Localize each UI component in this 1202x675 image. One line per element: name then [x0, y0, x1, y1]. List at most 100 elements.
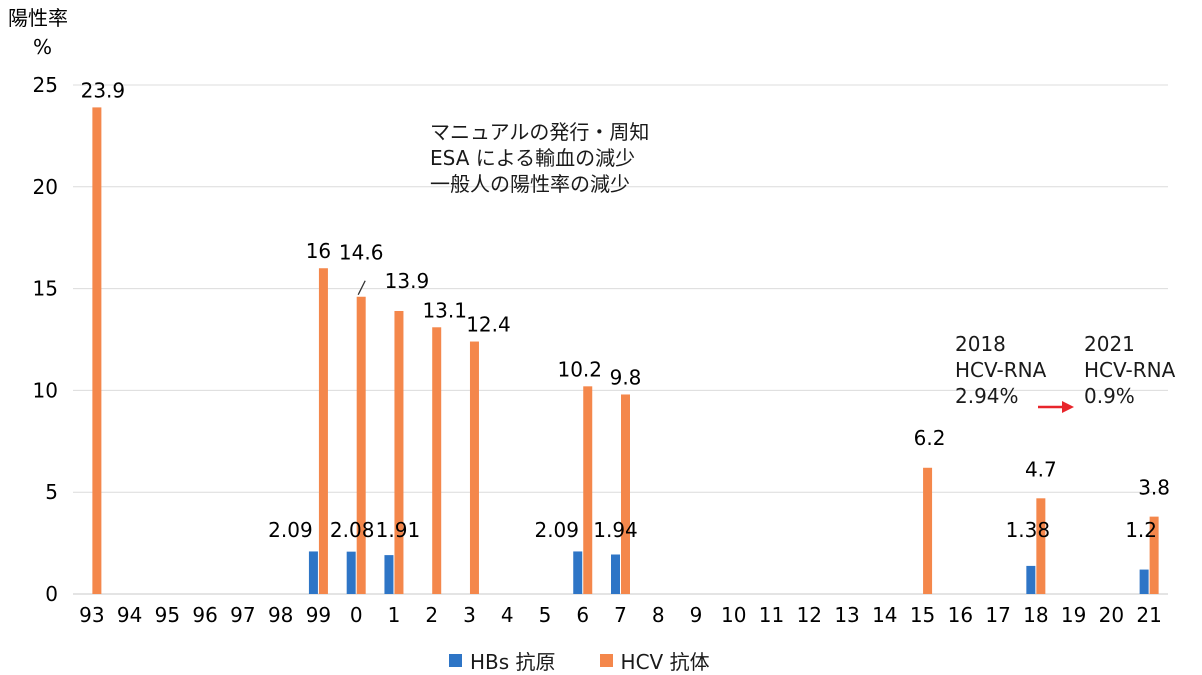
gridlines [73, 84, 1168, 595]
bar-hcv [432, 327, 442, 594]
x-tick-label: 96 [192, 603, 217, 627]
annotation-year: 2018 [955, 332, 1006, 356]
bar-hbs [384, 555, 394, 594]
bar-hcv [469, 341, 479, 594]
bar-hcv [1036, 498, 1046, 594]
x-tick-label: 11 [759, 603, 784, 627]
x-tick-label: 15 [910, 603, 935, 627]
data-label-hcv: 12.4 [466, 313, 511, 337]
arrow-head [1062, 401, 1074, 413]
bar-hbs [611, 554, 620, 594]
bars [92, 107, 1159, 595]
data-label-hcv: 6.2 [914, 426, 946, 450]
x-tick-label: 19 [1061, 603, 1086, 627]
annotation-line: 一般人の陽性率の減少 [430, 172, 630, 196]
annotation-measure: HCV-RNA [955, 358, 1047, 382]
bar-hbs [1139, 569, 1149, 594]
data-label-hcv: 9.8 [610, 365, 642, 389]
annotation-value: 2.94% [955, 384, 1019, 408]
y-tick-label: 20 [33, 175, 58, 199]
x-tick-label: 6 [576, 603, 589, 627]
x-tick-label: 18 [1023, 603, 1048, 627]
x-tick-label: 99 [306, 603, 331, 627]
data-label-hbs: 1.38 [1006, 518, 1051, 542]
x-tick-label: 12 [797, 603, 822, 627]
y-tick-label: 0 [45, 582, 58, 606]
y-tick-label: 25 [33, 73, 58, 97]
annotation-rna-2018: 2018 HCV-RNA 2.94% [955, 331, 1046, 409]
y-tick-label: 15 [33, 277, 58, 301]
data-label-hcv: 4.7 [1025, 457, 1057, 481]
bar-hbs [573, 551, 583, 594]
data-label-hbs: 1.94 [593, 518, 638, 542]
x-tick-label: 20 [1099, 603, 1124, 627]
legend-item-hcv: HCV 抗体 [599, 646, 710, 675]
bar-hcv [394, 310, 404, 594]
x-tick-label: 10 [721, 603, 746, 627]
legend-label: HBs 抗原 [470, 649, 556, 674]
x-tick-label: 98 [268, 603, 293, 627]
data-label-hbs: 1.91 [376, 518, 421, 542]
annotation-value: 0.9% [1084, 384, 1135, 408]
x-tick-label: 0 [350, 603, 363, 627]
data-label-hbs: 2.09 [268, 518, 313, 542]
data-label-hcv: 23.9 [81, 78, 126, 102]
y-tick-label: 5 [45, 480, 58, 504]
annotation-rna-2021: 2021 HCV-RNA 0.9% [1084, 331, 1175, 409]
x-tick-label: 3 [463, 603, 476, 627]
x-tick-label: 8 [652, 603, 665, 627]
bar-hbs [308, 551, 318, 594]
legend-swatch-icon [599, 653, 613, 667]
legend: HBs 抗原 HCV 抗体 [449, 649, 754, 674]
data-label-hcv: 14.6 [339, 241, 384, 265]
label-leader-line [357, 280, 366, 296]
data-label-hbs: 2.09 [534, 518, 579, 542]
bar-hcv [583, 386, 593, 594]
x-tick-label: 95 [155, 603, 180, 627]
annotation-notes: マニュアルの発行・周知 ESA による輸血の減少 一般人の陽性率の減少 [430, 119, 649, 197]
bar-hbs [346, 551, 356, 594]
x-tick-label: 94 [117, 603, 142, 627]
bar-hcv [356, 296, 366, 594]
x-tick-label: 97 [230, 603, 255, 627]
data-label-hbs: 2.08 [330, 518, 375, 542]
y-tick-label: 10 [33, 378, 58, 402]
annotation-measure: HCV-RNA [1084, 358, 1176, 382]
data-label-hcv: 3.8 [1138, 476, 1170, 500]
x-tick-label: 16 [948, 603, 973, 627]
data-label-hcv: 13.9 [385, 269, 430, 293]
x-tick-label: 9 [690, 603, 703, 627]
legend-swatch-icon [449, 653, 462, 667]
legend-item-hbs: HBs 抗原 [449, 646, 556, 675]
x-tick-label: 21 [1136, 603, 1161, 627]
y-tick-labels: 0 5 10 15 20 25 [33, 73, 58, 606]
annotation-year: 2021 [1084, 332, 1135, 356]
x-tick-label: 4 [501, 603, 514, 627]
bar-hcv [923, 467, 933, 594]
data-labels: 2.09 2.08 1.91 2.09 1.94 1.38 1.223.916 14.613.… [81, 78, 1170, 542]
trend-arrow-icon [1038, 401, 1074, 413]
x-tick-labels: 93 94 95 96 97 98 99 0 1 2 3 4 5 6 7 8 9 10 11 12 13 14 15 16 17… [79, 603, 1162, 627]
annotation-line: ESA による輸血の減少 [430, 146, 636, 170]
data-label-hcv: 13.1 [422, 298, 467, 322]
x-tick-label: 2 [425, 603, 438, 627]
data-label-hbs: 1.2 [1125, 518, 1157, 542]
x-tick-label: 7 [614, 603, 627, 627]
y-axis-title: 陽性率 [8, 6, 68, 30]
bar-hbs [1026, 565, 1036, 594]
y-axis-unit: % [33, 35, 52, 59]
data-label-hcv: 10.2 [557, 357, 602, 381]
bar-hcv [1149, 516, 1159, 594]
x-tick-label: 93 [79, 603, 104, 627]
legend-label: HCV 抗体 [620, 649, 710, 674]
x-tick-label: 5 [539, 603, 552, 627]
bar-hcv [621, 394, 630, 594]
bar-hcv [318, 268, 328, 594]
x-tick-label: 1 [388, 603, 401, 627]
x-tick-label: 17 [985, 603, 1010, 627]
bar-hcv [92, 107, 102, 595]
x-tick-label: 14 [872, 603, 897, 627]
x-tick-label: 13 [834, 603, 859, 627]
annotation-line: マニュアルの発行・周知 [430, 120, 650, 144]
